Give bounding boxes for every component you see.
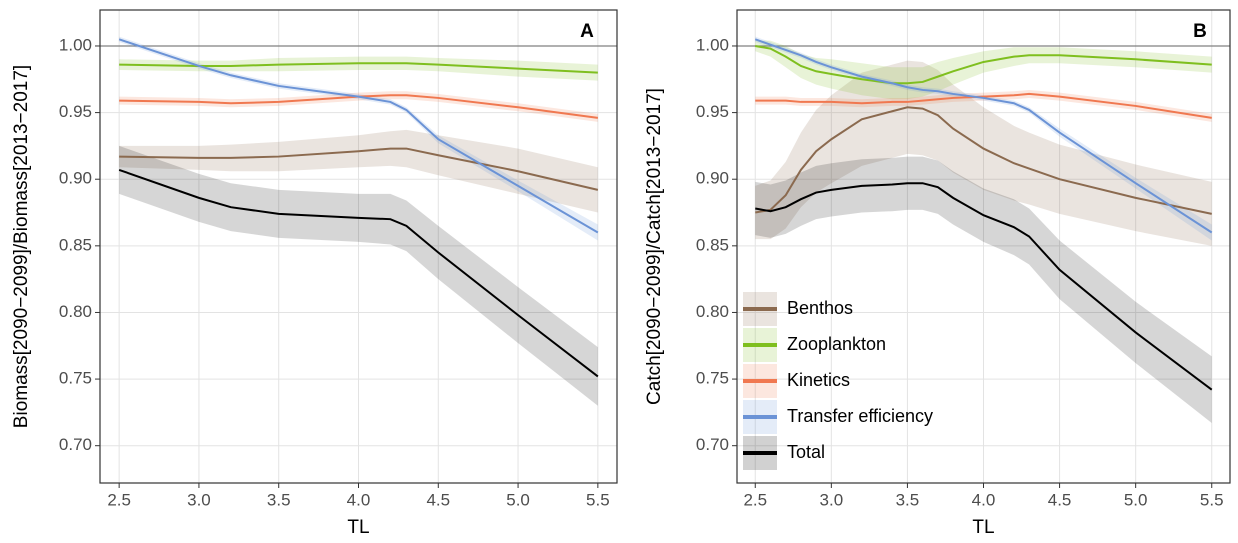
panel-label: B xyxy=(1193,21,1207,42)
x-tick-label: 3.0 xyxy=(187,490,211,509)
y-tick-label: 0.75 xyxy=(696,369,729,388)
confidence-band xyxy=(119,129,598,213)
y-axis-title: Catch[2090−2099]/Catch[2013−2017] xyxy=(644,88,665,405)
x-tick-label: 5.5 xyxy=(1200,490,1224,509)
confidence-band xyxy=(119,91,598,122)
confidence-band xyxy=(119,36,598,241)
legend: Benthos Zooplankton Kinetics Transfer effic… xyxy=(743,292,933,470)
x-axis-title: TL xyxy=(347,517,369,538)
y-tick-label: 0.75 xyxy=(59,369,92,388)
y-tick-label: 0.95 xyxy=(59,102,92,121)
series-line xyxy=(755,182,1213,391)
x-tick-label: 4.0 xyxy=(972,490,996,509)
series-line xyxy=(755,44,1212,85)
y-tick-label: 1.00 xyxy=(59,35,92,54)
legend-label: Zooplankton xyxy=(787,334,886,354)
legend-label: Transfer efficiency xyxy=(787,406,933,426)
x-tick-label: 5.0 xyxy=(1124,490,1148,509)
confidence-band xyxy=(755,156,1212,424)
x-tick-label: 3.5 xyxy=(896,490,920,509)
legend-label: Kinetics xyxy=(787,370,850,390)
series-line xyxy=(118,38,599,234)
series-line xyxy=(755,92,1212,119)
plot-border xyxy=(99,9,618,484)
x-tick-label: 4.5 xyxy=(1048,490,1072,509)
series-line xyxy=(755,106,1212,215)
confidence-band xyxy=(119,145,598,406)
panel: 0.70 0.75 0.80 0.85 0.90 0.95 1.00 2.5 3.0 3.5 4.0… xyxy=(644,9,1231,538)
confidence-band xyxy=(755,89,1212,122)
confidence-band xyxy=(119,56,598,81)
x-tick-label: 2.5 xyxy=(743,490,767,509)
series-line xyxy=(754,38,1213,234)
y-tick-label: 0.70 xyxy=(59,435,92,454)
y-tick-label: 0.80 xyxy=(59,302,92,321)
confidence-band xyxy=(755,36,1212,241)
x-tick-label: 4.5 xyxy=(426,490,450,509)
x-tick-label: 3.5 xyxy=(267,490,291,509)
x-tick-label: 2.5 xyxy=(107,490,131,509)
x-axis-title: TL xyxy=(972,517,994,538)
x-tick-label: 3.0 xyxy=(820,490,844,509)
legend-label: Benthos xyxy=(787,298,853,318)
y-tick-label: 0.70 xyxy=(696,435,729,454)
x-tick-label: 4.0 xyxy=(347,490,371,509)
y-tick-label: 1.00 xyxy=(696,35,729,54)
confidence-band xyxy=(755,60,1212,246)
y-tick-label: 0.80 xyxy=(696,302,729,321)
y-axis-title: Biomass[2090−2099]/Biomass[2013−2017] xyxy=(11,65,32,428)
confidence-band xyxy=(755,40,1212,100)
series-line xyxy=(119,62,598,74)
panel-label: A xyxy=(580,21,594,42)
x-tick-label: 5.5 xyxy=(586,490,610,509)
y-tick-label: 0.85 xyxy=(696,235,729,254)
y-tick-label: 0.90 xyxy=(59,169,92,188)
series-line xyxy=(118,168,599,378)
legend-label: Total xyxy=(787,442,825,462)
y-tick-label: 0.95 xyxy=(696,102,729,121)
panel: 0.70 0.75 0.80 0.85 0.90 0.95 1.00 2.5 3.0 3.5 4.0… xyxy=(11,9,618,538)
y-tick-label: 0.85 xyxy=(59,235,92,254)
plot-border xyxy=(736,9,1231,484)
x-tick-label: 5.0 xyxy=(506,490,530,509)
y-tick-label: 0.90 xyxy=(696,169,729,188)
series-line xyxy=(119,94,598,119)
